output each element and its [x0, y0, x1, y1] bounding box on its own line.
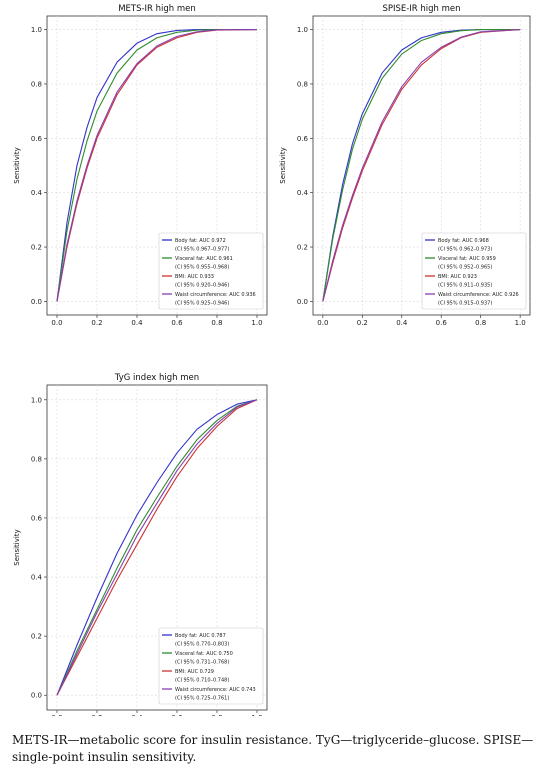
legend-label: Body fat: AUC 0.787	[175, 633, 226, 639]
chart-title: TyG index high men	[114, 373, 199, 383]
legend-label: Body fat: AUC 0.972	[175, 238, 226, 244]
y-tick-label: 0.2	[31, 244, 42, 252]
y-tick-label: 0.6	[31, 514, 43, 522]
y-tick-label: 0.4	[31, 189, 43, 197]
legend-label: Waist circumference: AUC 0.926	[438, 292, 519, 298]
y-tick-label: 0.8	[297, 80, 308, 88]
x-tick-label: 0.8	[211, 714, 222, 716]
legend-ci: (CI 95% 0.710–0.748)	[175, 678, 229, 684]
x-tick-label: 0.4	[131, 319, 143, 325]
y-tick-label: 0.2	[297, 244, 308, 252]
roc-chart: 0.0 0.2 0.4 0.6 0.8 1.0 0.0 0.2 0.4 0.6 0.8 1.0 TyG …	[13, 373, 268, 729]
series-line-0	[56, 399, 258, 696]
x-tick-label: 1.0	[515, 319, 526, 325]
y-tick-label: 0.2	[31, 633, 42, 641]
legend-label: Visceral fat: AUC 0.959	[438, 256, 496, 262]
x-tick-label: 0.4	[131, 714, 143, 716]
legend-ci: (CI 95% 0.967–0.977)	[175, 247, 229, 253]
x-tick-label: 0.2	[357, 319, 368, 325]
y-tick-label: 1.0	[31, 396, 42, 404]
legend-ci: (CI 95% 0.915–0.937)	[438, 301, 492, 307]
legend-label: Visceral fat: AUC 0.750	[175, 651, 233, 657]
legend-ci: (CI 95% 0.925–0.946)	[175, 301, 229, 307]
roc-chart: 0.0 0.2 0.4 0.6 0.8 1.0 0.0 0.2 0.4 0.6 0.8 1.0 METS…	[13, 4, 268, 334]
x-tick-label: 0.4	[396, 319, 408, 325]
x-tick-label: 1.0	[251, 319, 262, 325]
legend-label: Waist circumference: AUC 0.743	[175, 687, 256, 693]
y-tick-label: 1.0	[297, 26, 308, 34]
series-line-1	[322, 29, 521, 302]
series-line-1	[56, 29, 257, 302]
legend-label: BMI: AUC 0.923	[438, 274, 477, 280]
y-tick-label: 0.4	[31, 574, 43, 582]
legend-ci: (CI 95% 0.725–0.761)	[175, 696, 229, 702]
x-tick-label: 1.0	[251, 714, 262, 716]
y-tick-label: 0.0	[31, 692, 42, 700]
y-axis-label: Sensitivity	[13, 529, 21, 565]
legend-ci: (CI 95% 0.955–0.968)	[175, 265, 229, 271]
legend-ci: (CI 95% 0.911–0.935)	[438, 283, 492, 289]
roc-chart: 0.0 0.2 0.4 0.6 0.8 1.0 0.0 0.2 0.4 0.6 0.8 1.0 SPIS…	[279, 4, 531, 334]
series-line-1	[56, 399, 258, 696]
legend-label: BMI: AUC 0.729	[175, 669, 214, 675]
x-tick-label: 0.0	[51, 319, 62, 325]
legend-box	[158, 627, 264, 705]
x-tick-label: 0.6	[171, 714, 183, 716]
legend: Body fat: AUC 0.972 (CI 95% 0.967–0.977) V…	[158, 232, 264, 310]
y-tick-label: 0.0	[297, 298, 308, 306]
y-tick-label: 0.8	[31, 455, 42, 463]
legend-ci: (CI 95% 0.731–0.768)	[175, 660, 229, 666]
series-line-3	[322, 29, 521, 302]
figure-caption: METS-IR—metabolic score for insulin resi…	[12, 733, 534, 764]
x-tick-label: 0.6	[171, 319, 183, 325]
legend: Body fat: AUC 0.787 (CI 95% 0.770–0.803) V…	[158, 627, 264, 705]
legend-ci: (CI 95% 0.952–0.965)	[438, 265, 492, 271]
legend-label: Waist circumference: AUC 0.936	[175, 292, 256, 298]
x-tick-label: 0.8	[211, 319, 222, 325]
x-tick-label: 0.8	[475, 319, 486, 325]
x-tick-label: 0.6	[436, 319, 448, 325]
y-tick-label: 0.8	[31, 80, 42, 88]
legend-label: Body fat: AUC 0.968	[438, 238, 489, 244]
chart-title: SPISE-IR high men	[382, 4, 460, 14]
y-tick-label: 0.0	[31, 298, 42, 306]
legend-box	[421, 232, 527, 310]
y-tick-label: 0.6	[297, 135, 309, 143]
x-tick-label: 0.0	[317, 319, 328, 325]
legend-ci: (CI 95% 0.770–0.803)	[175, 642, 229, 648]
x-tick-label: 0.2	[91, 714, 102, 716]
chart-panel-mets-ir: 0.0 0.2 0.4 0.6 0.8 1.0 0.0 0.2 0.4 0.6 0.8 1.0 METS…	[0, 0, 275, 334]
x-tick-label: 0.2	[91, 319, 102, 325]
chart-title: METS-IR high men	[118, 4, 196, 14]
x-tick-label: 0.0	[51, 714, 62, 716]
legend-ci: (CI 95% 0.920–0.946)	[175, 283, 229, 289]
y-tick-label: 1.0	[31, 26, 42, 34]
series-line-3	[56, 399, 258, 696]
chart-panel-tyg-index: 0.0 0.2 0.4 0.6 0.8 1.0 0.0 0.2 0.4 0.6 0.8 1.0 TyG …	[0, 368, 275, 729]
legend-label: BMI: AUC 0.933	[175, 274, 214, 280]
y-tick-label: 0.4	[297, 189, 309, 197]
legend-label: Visceral fat: AUC 0.961	[175, 256, 233, 262]
legend: Body fat: AUC 0.968 (CI 95% 0.962–0.973) V…	[421, 232, 527, 310]
y-tick-label: 0.6	[31, 135, 43, 143]
legend-box	[158, 232, 264, 310]
series-line-2	[56, 399, 258, 696]
legend-ci: (CI 95% 0.962–0.973)	[438, 247, 492, 253]
y-axis-label: Sensitivity	[13, 147, 21, 183]
series-line-3	[56, 29, 258, 302]
chart-panel-spise-ir: 0.0 0.2 0.4 0.6 0.8 1.0 0.0 0.2 0.4 0.6 0.8 1.0 SPIS…	[275, 0, 550, 334]
y-axis-label: Sensitivity	[279, 147, 287, 183]
